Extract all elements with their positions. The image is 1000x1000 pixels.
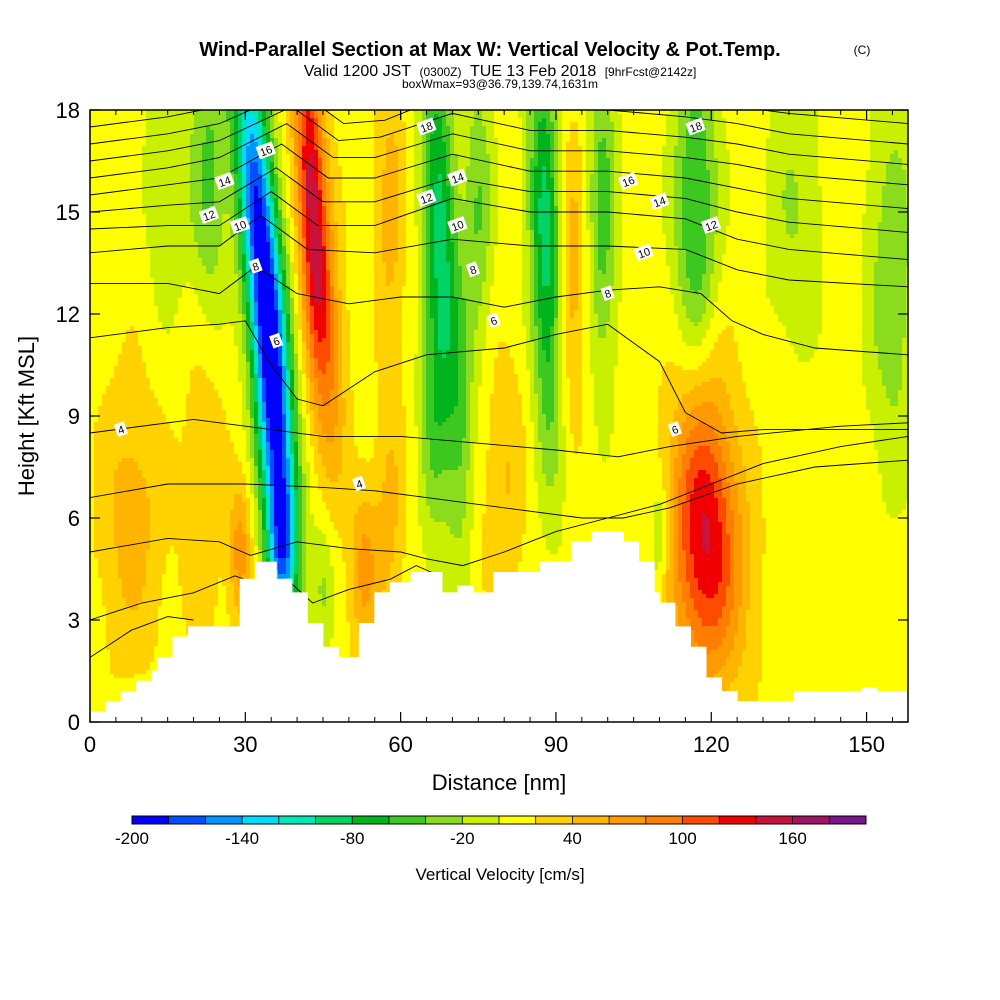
colorbar-swatch: [683, 816, 720, 824]
colorbar-swatch: [279, 816, 316, 824]
x-tick-label: 120: [693, 732, 730, 757]
colorbar-swatch: [756, 816, 793, 824]
colorbar-swatch: [572, 816, 609, 824]
colorbar-swatch: [609, 816, 646, 824]
colorbar-tick-label: -200: [115, 829, 149, 848]
colorbar-swatch: [499, 816, 536, 824]
colorbar-swatch: [205, 816, 242, 824]
colorbar-swatch: [793, 816, 830, 824]
y-tick-label: 12: [56, 302, 80, 327]
colorbar: -200 -140 -80 -20 40 100 160: [115, 816, 866, 848]
colorbar-swatch: [719, 816, 756, 824]
y-tick-label: 3: [68, 608, 80, 633]
valid-time: Valid 1200 JST: [304, 63, 412, 80]
y-axis-title: Height [Kft MSL]: [14, 336, 39, 496]
x-tick-label: 0: [84, 732, 96, 757]
copyright-mark: (C): [854, 43, 871, 57]
colorbar-swatch: [132, 816, 169, 824]
y-tick-label: 15: [56, 200, 80, 225]
colorbar-swatch: [316, 816, 353, 824]
colorbar-swatch: [352, 816, 389, 824]
colorbar-tick-label: 160: [778, 829, 806, 848]
x-tick-label: 150: [848, 732, 885, 757]
colorbar-swatch: [829, 816, 866, 824]
colorbar-swatch: [536, 816, 573, 824]
colorbar-swatch: [646, 816, 683, 824]
title-block: Wind-Parallel Section at Max W: Vertical…: [199, 39, 870, 91]
colorbar-swatch: [462, 816, 499, 824]
x-tick-label: 30: [233, 732, 257, 757]
colorbar-swatch: [389, 816, 426, 824]
y-tick-label: 9: [68, 404, 80, 429]
forecast-info: [9hrFcst@2142z]: [605, 65, 697, 79]
colorbar-swatch: [242, 816, 279, 824]
colorbar-tick-label: -20: [450, 829, 475, 848]
x-tick-label: 60: [388, 732, 412, 757]
colorbar-tick-label: 40: [563, 829, 582, 848]
y-tick-label: 0: [68, 710, 80, 735]
colorbar-tick-label: 100: [668, 829, 696, 848]
x-axis-title: Distance [nm]: [432, 770, 567, 795]
y-tick-label: 18: [56, 98, 80, 123]
chart-title: Wind-Parallel Section at Max W: Vertical…: [199, 39, 780, 61]
box-info: boxWmax=93@36.79,139.74,1631m: [402, 77, 598, 91]
colorbar-title: Vertical Velocity [cm/s]: [415, 865, 584, 884]
colorbar-swatch: [426, 816, 463, 824]
x-tick-label: 90: [544, 732, 568, 757]
colorbar-tick-label: -80: [340, 829, 365, 848]
y-tick-label: 6: [68, 506, 80, 531]
colorbar-swatch: [169, 816, 206, 824]
colorbar-tick-label: -140: [225, 829, 259, 848]
